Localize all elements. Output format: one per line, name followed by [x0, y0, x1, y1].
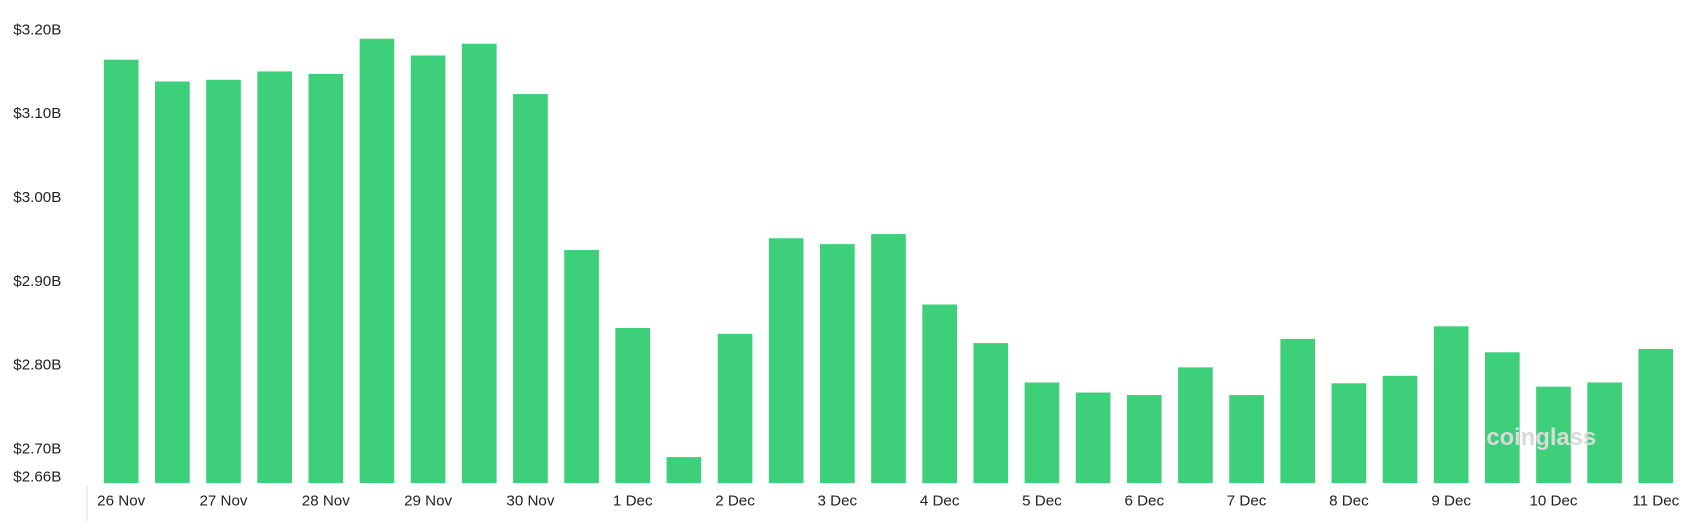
x-tick-label: 9 Dec	[1431, 493, 1471, 510]
x-tick-label: 30 Nov	[506, 493, 554, 510]
bar	[1382, 375, 1418, 484]
bar	[1024, 382, 1060, 484]
y-tick-label: $2.90B	[13, 273, 61, 290]
x-tick-label: 5 Dec	[1022, 493, 1062, 510]
x-tick-label: 7 Dec	[1227, 493, 1267, 510]
bar	[1587, 382, 1622, 484]
x-tick-label: 29 Nov	[404, 493, 452, 510]
bar	[206, 79, 241, 484]
bar	[257, 71, 292, 484]
bar	[1229, 395, 1264, 484]
bar	[666, 457, 702, 484]
bar	[922, 304, 957, 484]
y-tick-label: $2.80B	[13, 357, 61, 374]
bar	[155, 81, 190, 484]
bar	[871, 234, 906, 484]
x-tick-label: 26 Nov	[97, 493, 145, 510]
bar	[410, 55, 446, 484]
y-tick-label: $3.00B	[13, 189, 61, 206]
bar	[1638, 348, 1674, 484]
bar	[973, 343, 1009, 484]
y-tick-label: $3.20B	[13, 21, 61, 38]
watermark: coinglass	[1486, 424, 1596, 451]
bar	[564, 250, 599, 484]
x-tick-label: 6 Dec	[1124, 493, 1164, 510]
x-tick-label: 1 Dec	[613, 493, 653, 510]
x-tick-label: 8 Dec	[1329, 493, 1369, 510]
bar	[1433, 326, 1469, 484]
bar	[513, 94, 548, 484]
x-tick-label: 2 Dec	[715, 493, 755, 510]
bar	[1485, 352, 1520, 484]
bar	[308, 73, 344, 484]
bar	[1331, 383, 1367, 484]
bar	[1126, 395, 1162, 484]
bar	[717, 333, 753, 484]
y-tick-label: $3.10B	[13, 105, 61, 122]
bar	[1536, 386, 1571, 484]
bar	[768, 238, 804, 484]
bar	[461, 43, 497, 484]
bar	[359, 38, 395, 484]
bar	[103, 59, 139, 484]
bar	[1280, 338, 1316, 484]
bar	[1075, 392, 1111, 484]
bar	[1178, 367, 1213, 484]
y-tick-label: $2.70B	[13, 441, 61, 458]
x-tick-label: 10 Dec	[1529, 493, 1577, 510]
x-tick-label: 11 Dec	[1632, 493, 1679, 510]
bar	[820, 244, 855, 484]
x-tick-label: 3 Dec	[818, 493, 858, 510]
x-tick-label: 4 Dec	[920, 493, 960, 510]
x-tick-label: 27 Nov	[199, 493, 247, 510]
y-tick-label: $2.66B	[13, 469, 61, 486]
x-tick-label: 28 Nov	[302, 493, 350, 510]
bar	[615, 327, 651, 484]
